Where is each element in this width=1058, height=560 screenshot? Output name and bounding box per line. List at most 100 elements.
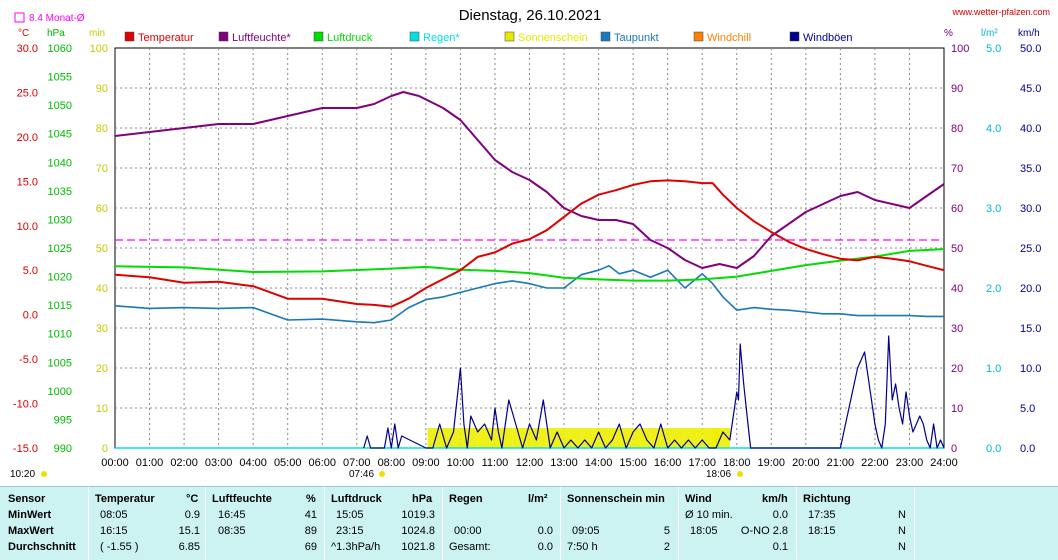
rain-tick-label: 0.0 <box>986 443 1001 455</box>
rain-time: Gesamt: <box>449 541 491 553</box>
sunshine-tick-label: 20 <box>96 363 108 375</box>
rain-tick-label: 2.0 <box>986 283 1001 295</box>
watermark[interactable]: www.wetter-pfalzen.com <box>951 7 1050 17</box>
x-axis: 00:00 01:00 02:00 03:00 04:00 05:00 06:00 07:00… <box>101 457 958 469</box>
pressure-tick-label: 1010 <box>48 329 72 341</box>
press-value: 1021.8 <box>401 541 435 553</box>
wind-tick-label: 25.0 <box>1020 243 1041 255</box>
pressure-tick-label: 1000 <box>48 386 72 398</box>
sunshine-tick-label: 60 <box>96 203 108 215</box>
sunshine-tick-label: 40 <box>96 283 108 295</box>
pressure-tick-label: 990 <box>54 443 72 455</box>
legend-label: Taupunkt <box>614 32 659 44</box>
legend-swatch <box>600 31 611 42</box>
stats-row-min: MinWert 08:05 0.9 16:45 41 15:05 1019.3 … <box>0 509 1058 525</box>
humidity-tick-label: 80 <box>951 123 963 135</box>
sun-value: 2 <box>663 541 670 553</box>
humidity-tick-label: 0 <box>951 443 957 455</box>
sunshine-tick-label: 0 <box>102 443 108 455</box>
legend-label: Regen* <box>423 32 460 44</box>
temp-tick-label: 15.0 <box>17 176 38 188</box>
axes: 30.0 25.0 20.0 15.0 10.0 5.0 0.0 -5.0 -10.0 -15.0… <box>13 43 1042 455</box>
header-hum-unit: % <box>306 493 316 505</box>
pressure-tick-label: 1055 <box>48 72 72 84</box>
x-tick-label: 12:00 <box>516 457 544 469</box>
x-tick-label: 00:00 <box>101 457 129 469</box>
temp-tick-label: 25.0 <box>17 87 38 99</box>
sun-value: 5 <box>663 525 670 537</box>
divider <box>88 487 89 560</box>
x-tick-label: 15:00 <box>619 457 647 469</box>
wind-tick-label: 15.0 <box>1020 323 1041 335</box>
wind-tick-label: 40.0 <box>1020 123 1041 135</box>
unit-min: min <box>89 28 105 39</box>
humidity-tick-label: 10 <box>951 403 963 415</box>
sunshine-tick-label: 100 <box>90 43 108 55</box>
temp-tick-label: -10.0 <box>13 399 38 411</box>
header-press-unit: hPa <box>412 493 433 505</box>
sunshine-tick-label: 10 <box>96 403 108 415</box>
x-tick-label: 14:00 <box>585 457 613 469</box>
wind-tick-label: 50.0 <box>1020 43 1041 55</box>
hum-time: 16:45 <box>218 509 246 521</box>
sunshine-bar <box>546 428 565 448</box>
wind-value: O-NO 2.8 <box>740 525 788 537</box>
sunshine-bar <box>684 428 703 448</box>
x-tick-label: 24:00 <box>930 457 958 469</box>
x-tick-label: 06:00 <box>308 457 336 469</box>
wind-time: 18:05 <box>690 525 718 537</box>
weather-chart: Dienstag, 26.10.2021 www.wetter-pfalzen.… <box>10 7 1050 480</box>
pressure-tick-label: 1020 <box>48 272 72 284</box>
sunset-label: 18:06 <box>706 469 731 480</box>
unit-percent: % <box>944 28 953 39</box>
sunshine-tick-label: 80 <box>96 123 108 135</box>
legend-swatch <box>409 31 420 42</box>
wind-tick-label: 10.0 <box>1020 363 1041 375</box>
chart-title: Dienstag, 26.10.2021 <box>459 7 602 24</box>
legend-label: Luftdruck <box>327 32 373 44</box>
header-wind: Wind <box>685 493 712 505</box>
temp-tick-label: -15.0 <box>13 443 38 455</box>
unit-lm2: l/m² <box>981 28 998 39</box>
legend-swatch <box>789 31 800 42</box>
monat-label: 8.4 Monat-Ø <box>29 13 85 24</box>
wind-tick-label: 45.0 <box>1020 83 1041 95</box>
x-tick-label: 13:00 <box>550 457 578 469</box>
wind-value: 0.0 <box>772 509 788 521</box>
unit-kmh: km/h <box>1018 28 1040 39</box>
row-label: MinWert <box>8 509 52 521</box>
legend-swatch <box>313 31 324 42</box>
sunshine-tick-label: 30 <box>96 323 108 335</box>
humidity-tick-label: 60 <box>951 203 963 215</box>
humidity-tick-label: 90 <box>951 83 963 95</box>
legend-label: Windchill <box>707 32 751 44</box>
x-tick-label: 08:00 <box>378 457 406 469</box>
pressure-tick-label: 1060 <box>48 43 72 55</box>
humidity-tick-label: 20 <box>951 363 963 375</box>
sunshine-bar <box>712 428 730 448</box>
x-tick-label: 22:00 <box>861 457 889 469</box>
x-tick-label: 20:00 <box>792 457 820 469</box>
divider <box>914 487 915 560</box>
hum-value: 41 <box>304 509 317 521</box>
sunrise-label: 07:46 <box>349 469 374 480</box>
legend-label: Temperatur <box>138 32 194 44</box>
sunshine-bar <box>512 428 530 448</box>
x-tick-label: 23:00 <box>896 457 924 469</box>
header-temp-unit: °C <box>186 493 199 505</box>
temp-time: 08:05 <box>100 509 128 521</box>
temp-tick-label: -5.0 <box>19 354 38 366</box>
x-tick-label: 05:00 <box>274 457 302 469</box>
legend: Temperatur Luftfeuchte* Luftdruck Regen* Son… <box>124 31 853 44</box>
humidity-tick-label: 70 <box>951 163 963 175</box>
series-temperatur <box>114 179 945 308</box>
header-sonnenschein: Sonnenschein min <box>567 493 665 505</box>
rain-value: 0.0 <box>537 541 553 553</box>
hum-value: 69 <box>304 541 317 553</box>
series-group <box>114 91 945 449</box>
stats-table: Sensor Temperatur °C Luftfeuchte % Luftd… <box>0 486 1058 560</box>
humidity-tick-label: 50 <box>951 243 963 255</box>
dir-time: 17:35 <box>808 509 836 521</box>
sunshine-tick-label: 90 <box>96 83 108 95</box>
sun-time: 7:50 h <box>567 541 598 553</box>
